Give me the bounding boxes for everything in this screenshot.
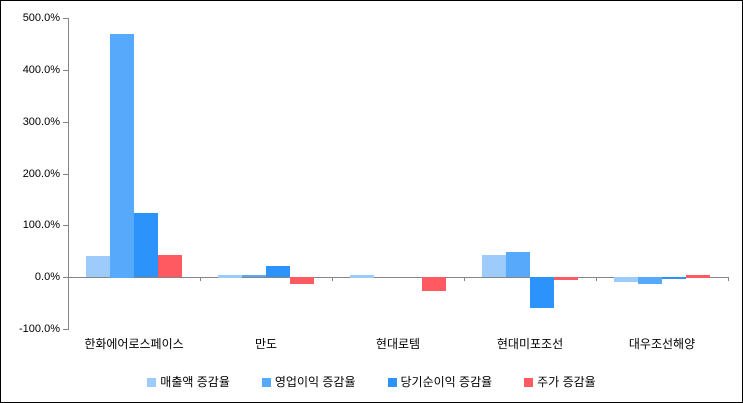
bar [638,277,662,284]
bar [422,277,446,291]
y-axis-tick-label: 300.0% [22,116,60,128]
bar [554,277,578,280]
legend-item: 영업이익 증감율 [261,375,356,389]
bar [266,266,290,277]
x-axis-line [68,277,728,278]
bar [686,275,710,278]
y-axis-tick-label: 200.0% [22,168,60,180]
legend-item: 당기순이익 증감율 [387,375,493,389]
y-axis-tick-label: 400.0% [22,64,60,76]
x-category-label: 대우조선해양 [628,337,696,351]
y-axis-line [68,18,69,330]
y-axis-tick [63,329,68,330]
x-category-label: 현대미포조선 [496,337,564,351]
bar [242,275,266,277]
bar [290,277,314,284]
y-axis-tick [63,122,68,123]
y-axis-tick-label: 100.0% [22,219,60,231]
bar [110,34,134,278]
y-axis-tick-label: 500.0% [22,12,60,24]
bar [158,255,182,277]
x-axis-tick [464,277,465,281]
y-axis-tick [63,174,68,175]
legend-swatch-icon [524,377,534,387]
x-category-label: 현대로템 [375,337,421,351]
bar [218,275,242,278]
x-category-label: 만도 [254,337,278,351]
bar [530,277,554,308]
bar [350,275,374,278]
legend-label: 당기순이익 증감율 [400,375,493,389]
bar [86,256,110,277]
bar [662,277,686,279]
legend-label: 매출액 증감율 [160,375,230,389]
bar [506,252,530,277]
legend-swatch-icon [261,377,271,387]
x-axis-tick [332,277,333,281]
y-axis-tick-label: -100.0% [19,323,60,335]
legend-label: 영업이익 증감율 [274,375,356,389]
chart-legend: 매출액 증감율 영업이익 증감율 당기순이익 증감율 주가 증감율 [1,375,742,389]
bar [614,277,638,282]
y-axis-tick [63,277,68,278]
y-axis-tick-label: 0.0% [34,271,60,283]
y-axis-tick [63,18,68,19]
x-axis-tick [200,277,201,281]
legend-swatch-icon [387,377,397,387]
y-axis-tick [63,70,68,71]
bar [134,213,158,277]
y-axis-tick [63,225,68,226]
legend-item: 매출액 증감율 [147,375,230,389]
legend-swatch-icon [147,377,157,387]
x-axis-tick [596,277,597,281]
x-category-label: 한화에어로스페이스 [84,337,184,351]
legend-label: 주가 증감율 [537,375,596,389]
legend-item: 주가 증감율 [524,375,596,389]
bar [482,255,506,277]
x-axis-tick [728,277,729,281]
